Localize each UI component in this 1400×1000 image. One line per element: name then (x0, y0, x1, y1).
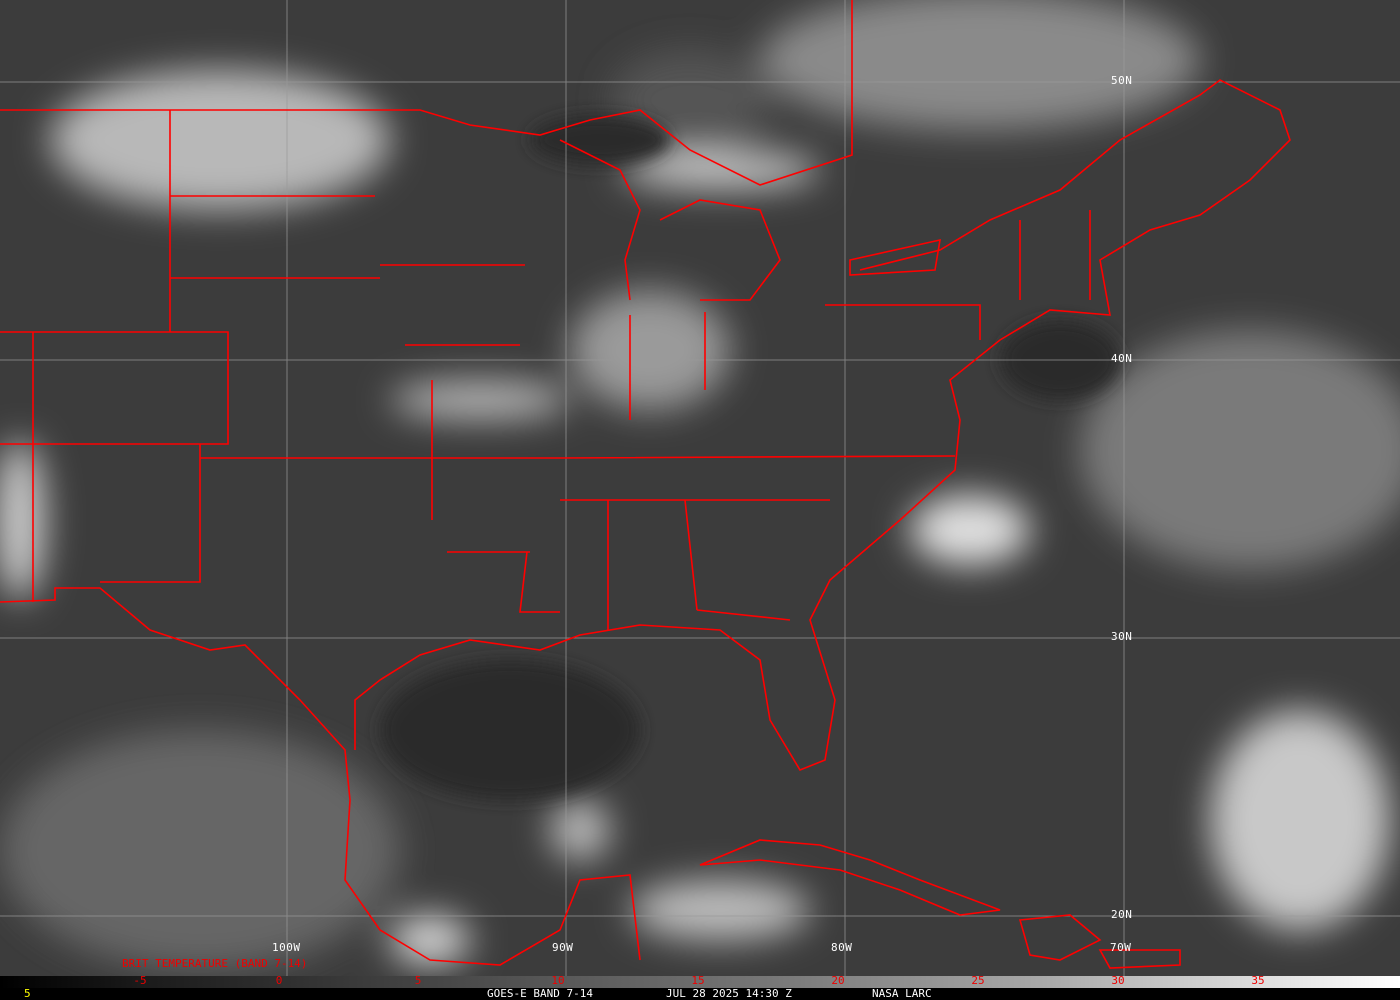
colorbar-tick: -5 (133, 974, 147, 987)
longitude-label: 100W (272, 941, 301, 954)
political-boundaries (0, 0, 1291, 969)
color-scale-bar: -5 0 5 10 15 20 25 30 35 (0, 974, 1400, 988)
colorbar-tick: 5 (414, 974, 422, 987)
info-footer: 5 GOES-E BAND 7-14 JUL 28 2025 14:30 Z N… (0, 987, 1400, 1000)
longitude-label: 90W (552, 941, 574, 954)
frame-number: 5 (24, 987, 31, 1000)
longitude-label: 70W (1110, 941, 1132, 954)
colorbar-tick: 20 (831, 974, 845, 987)
gridlines (0, 0, 1400, 976)
latitude-label: 20N (1111, 908, 1133, 921)
colorbar-tick: 10 (551, 974, 565, 987)
latitude-label: 30N (1111, 630, 1133, 643)
timestamp: JUL 28 2025 14:30 Z (666, 987, 792, 1000)
latitude-label: 40N (1111, 352, 1133, 365)
latitude-label: 50N (1111, 74, 1133, 87)
colorbar-tick: 35 (1251, 974, 1265, 987)
longitude-label: 80W (831, 941, 853, 954)
satellite-image (0, 0, 1400, 976)
dark-water (380, 115, 1120, 800)
satellite-band: GOES-E BAND 7-14 (487, 987, 593, 1000)
product-label: BRIT TEMPERATURE (BAND 7-14) (122, 957, 308, 970)
colorbar-tick: 30 (1111, 974, 1125, 987)
data-source: NASA LARC (872, 987, 932, 1000)
colorbar-tick: 0 (275, 974, 283, 987)
colorbar-tick: 15 (691, 974, 705, 987)
colorbar-tick: 25 (971, 974, 985, 987)
